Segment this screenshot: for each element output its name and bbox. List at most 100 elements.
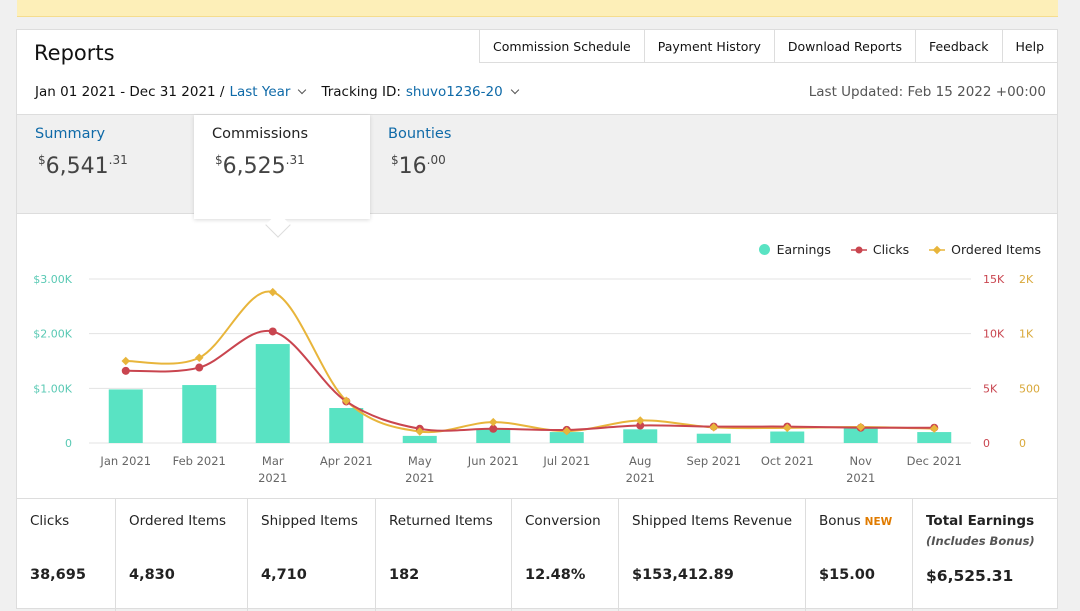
earnings-bar [843, 428, 878, 443]
tracking-id-label: Tracking ID: [321, 84, 401, 100]
x-tick-label: Jan 2021 [99, 454, 151, 468]
stat-value: 182 [389, 567, 420, 583]
x-tick-label-year: 2021 [405, 471, 434, 485]
new-badge: NEW [864, 516, 893, 528]
commissions-amount: $6,525.31 [215, 153, 305, 179]
ordered-items-point [489, 417, 498, 427]
clicks-line [125, 329, 935, 432]
bounties-amount: $16.00 [391, 153, 446, 179]
stat-returned-items: Returned Items 182 [376, 499, 512, 611]
stat-conversion: Conversion 12.48% [512, 499, 619, 611]
left-tick-label: 0 [65, 437, 72, 450]
earnings-bar [182, 385, 217, 443]
x-tick-label: May [408, 454, 432, 468]
legend-earnings[interactable]: Earnings [758, 242, 831, 257]
earnings-bar [770, 431, 805, 443]
clicks-point [636, 421, 645, 430]
summary-bar: Summary $6,541.31 Commissions $6,525.31 … [17, 114, 1057, 219]
stat-label: Conversion [525, 513, 601, 529]
x-tick-label: Aug [629, 454, 651, 468]
commissions-label: Commissions [212, 126, 309, 142]
summary-label: Summary [35, 126, 106, 142]
right-tick-label-clicks: 15K [983, 273, 1005, 286]
stat-clicks: Clicks 38,695 [17, 499, 116, 611]
stat-value: $153,412.89 [632, 567, 734, 583]
stat-value: 4,830 [129, 567, 175, 583]
tab-commission-schedule[interactable]: Commission Schedule [479, 30, 644, 63]
stat-shipped-revenue: Shipped Items Revenue $153,412.89 [619, 499, 806, 611]
earnings-bar [329, 408, 364, 443]
stat-note: (Includes Bonus) [926, 534, 1035, 548]
right-tick-label-items: 0 [1019, 437, 1026, 450]
earnings-bar [255, 344, 290, 443]
ordered-items-point [342, 396, 351, 406]
earnings-bar [108, 389, 143, 443]
date-preset-dropdown[interactable]: Last Year [229, 84, 291, 100]
notification-banner [17, 0, 1058, 17]
stat-label: Shipped Items [261, 513, 358, 529]
ordered-items-point [195, 353, 204, 362]
commissions-tab[interactable]: Commissions $6,525.31 [194, 115, 370, 219]
chevron-down-icon[interactable] [298, 85, 307, 95]
summary-tab[interactable]: Summary $6,541.31 [17, 115, 194, 215]
x-tick-label: Mar [262, 454, 284, 468]
stat-shipped-items: Shipped Items 4,710 [248, 499, 376, 611]
earnings-bar [623, 429, 658, 443]
ordered-items-point [121, 356, 130, 366]
right-tick-label-clicks: 5K [983, 382, 998, 395]
page-title: Reports [34, 41, 115, 65]
stat-value: 4,710 [261, 567, 307, 583]
clicks-point [489, 424, 498, 433]
clicks-point [195, 363, 204, 372]
summary-amount: $6,541.31 [38, 153, 128, 179]
bounties-label: Bounties [388, 126, 452, 142]
chart-legend: Earnings Clicks Ordered Items [739, 242, 1041, 257]
x-tick-label: Dec 2021 [907, 454, 962, 468]
clicks-point [268, 327, 277, 336]
ordered-items-point [415, 427, 424, 436]
x-tick-label: Jul 2021 [542, 454, 590, 468]
stat-value: 12.48% [525, 567, 586, 583]
earnings-bar [549, 432, 584, 443]
right-tick-label-clicks: 10K [983, 328, 1005, 341]
stat-value: 38,695 [30, 567, 86, 583]
left-tick-label: $3.00K [33, 273, 72, 286]
x-tick-label: Jun 2021 [467, 454, 519, 468]
legend-clicks[interactable]: Clicks [850, 242, 909, 257]
stat-label: Ordered Items [129, 513, 226, 529]
legend-ordered-items[interactable]: Ordered Items [929, 242, 1041, 257]
earnings-dot-icon [758, 244, 770, 255]
stat-value: $15.00 [819, 567, 875, 583]
right-tick-label-items: 500 [1019, 382, 1040, 395]
tab-feedback[interactable]: Feedback [914, 30, 1002, 63]
ordered-items-point [930, 424, 939, 433]
x-tick-label: Sep 2021 [686, 454, 741, 468]
x-tick-label: Oct 2021 [761, 454, 814, 468]
last-updated: Last Updated: Feb 15 2022 +00:00 [808, 84, 1046, 100]
stat-value: $6,525.31 [926, 567, 1014, 585]
tracking-id-dropdown[interactable]: shuvo1236-20 [405, 84, 503, 100]
tab-download-reports[interactable]: Download Reports [773, 30, 915, 63]
tab-payment-history[interactable]: Payment History [643, 30, 774, 63]
bounties-tab[interactable]: Bounties $16.00 [370, 115, 540, 215]
tab-help[interactable]: Help [1001, 30, 1057, 63]
left-tick-label: $2.00K [33, 328, 72, 341]
right-tick-label-clicks: 0 [983, 437, 990, 450]
stat-bonus: Bonus NEW $15.00 [806, 499, 913, 611]
x-tick-label: Nov [850, 454, 873, 468]
stat-label: Shipped Items Revenue [632, 513, 793, 529]
clicks-line-icon [850, 246, 867, 253]
earnings-bar [402, 435, 437, 443]
earnings-bar [696, 433, 731, 443]
stat-total-earnings: Total Earnings (Includes Bonus) $6,525.3… [913, 499, 1057, 611]
x-tick-label-year: 2021 [846, 471, 875, 485]
earnings-bar [476, 428, 511, 443]
chevron-down-icon[interactable] [510, 85, 519, 95]
filter-row: Jan 01 2021 - Dec 31 2021 / Last Year Tr… [35, 84, 526, 100]
ordered-items-point [268, 287, 277, 297]
earnings-chart: 0 0 0 $1.00K 5K 500 $2.00K 10K 1K $3.00K 15K 2K Jan … [33, 273, 1040, 485]
clicks-point [121, 366, 130, 375]
x-tick-label: Feb 2021 [173, 454, 226, 468]
ordered-line-icon [929, 245, 946, 254]
earnings-bar [917, 432, 952, 443]
